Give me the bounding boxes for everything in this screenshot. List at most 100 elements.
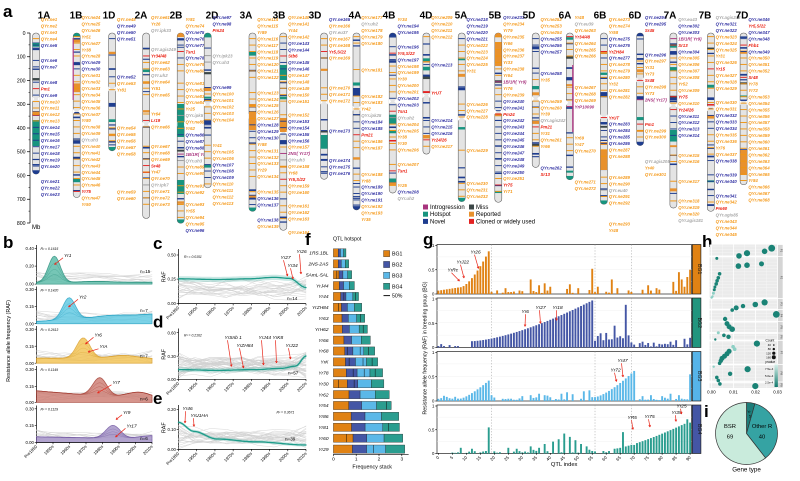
svg-text:QYr.ne286: QYr.ne286: [609, 141, 631, 146]
svg-text:QYr.ne67: QYr.ne67: [151, 144, 170, 149]
svg-text:QYr.ne64: QYr.ne64: [151, 80, 170, 85]
svg-text:5AmL-5AL: 5AmL-5AL: [306, 272, 329, 278]
svg-text:QYr.ne223: QYr.ne223: [467, 49, 489, 54]
svg-text:QYr.ipk23: QYr.ipk23: [213, 53, 234, 58]
svg-text:QYr.ne93: QYr.ne93: [186, 202, 205, 207]
svg-text:QYr.ne175: QYr.ne175: [329, 165, 351, 170]
svg-text:Yr51: Yr51: [151, 86, 161, 91]
svg-text:QYr.ne240: QYr.ne240: [503, 99, 525, 104]
svg-text:Yr26: Yr26: [471, 250, 481, 256]
svg-text:65: 65: [615, 455, 622, 462]
svg-text:QYr.ne135: QYr.ne135: [257, 189, 279, 194]
svg-text:QYr.ne291: QYr.ne291: [609, 194, 631, 199]
svg-text:0.00: 0.00: [168, 377, 177, 382]
svg-text:Yr48: Yr48: [609, 228, 619, 233]
svg-text:1950s: 1950s: [187, 451, 199, 463]
svg-text:Yr62: Yr62: [186, 126, 196, 131]
svg-text:1960s: 1960s: [205, 305, 217, 317]
svg-text:P3: P3: [780, 302, 784, 306]
svg-text:R² = 0.0151: R² = 0.0151: [184, 255, 202, 259]
svg-text:4D: 4D: [420, 11, 433, 22]
svg-text:6A: 6A: [559, 11, 572, 22]
svg-text:1B/1R( Yr9): 1B/1R( Yr9): [186, 152, 210, 157]
svg-text:2D: 2D: [206, 11, 219, 22]
svg-text:QYr.ne356: QYr.ne356: [748, 114, 770, 119]
svg-text:R² = 0.1129: R² = 0.1129: [41, 408, 59, 412]
svg-text:h: h: [702, 232, 712, 251]
svg-text:QYr.ne37: QYr.ne37: [82, 112, 101, 117]
svg-text:7.5e-4: 7.5e-4: [765, 367, 774, 371]
svg-text:QYr.ne217: QYr.ne217: [431, 144, 453, 149]
svg-text:Sr13: Sr13: [678, 43, 688, 48]
svg-text:QYr.ne271: QYr.ne271: [575, 180, 597, 185]
svg-text:2: 2: [378, 457, 381, 463]
svg-text:0.30: 0.30: [168, 354, 177, 359]
svg-text:QYr.ne45: QYr.ne45: [82, 176, 101, 181]
svg-text:2000s: 2000s: [125, 444, 137, 456]
svg-text:QYr.ne40: QYr.ne40: [82, 144, 101, 149]
svg-text:QYr.ne136: QYr.ne136: [257, 196, 279, 201]
svg-text:QYr.ne118: QYr.ne118: [257, 49, 279, 54]
svg-text:Yr68: Yr68: [288, 171, 298, 176]
svg-text:QYr.ne11: QYr.ne11: [41, 106, 60, 111]
svg-text:QYr.ne279: QYr.ne279: [609, 69, 631, 74]
svg-text:QYr.ne20: QYr.ne20: [41, 164, 60, 169]
svg-text:QYr.ne181: QYr.ne181: [361, 67, 383, 72]
svg-text:QYr.ne196: QYr.ne196: [398, 44, 420, 49]
svg-text:QYr.ne278: QYr.ne278: [609, 62, 631, 67]
svg-text:Yr42: Yr42: [361, 107, 371, 112]
svg-text:0.60: 0.60: [168, 330, 177, 335]
svg-text:QYr.uh2: QYr.uh2: [151, 73, 168, 78]
svg-text:QYr.ne231: QYr.ne231: [467, 188, 489, 193]
svg-text:QYr.ne152: QYr.ne152: [288, 113, 310, 118]
svg-text:Yr32: Yr32: [609, 82, 619, 87]
svg-text:Yr39: Yr39: [672, 410, 682, 416]
svg-text:QYr.ne247: QYr.ne247: [503, 150, 525, 155]
svg-text:Frequency stack: Frequency stack: [352, 464, 392, 470]
svg-text:R² = 0.3671: R² = 0.3671: [277, 411, 295, 415]
svg-text:QYr.ne14: QYr.ne14: [41, 125, 60, 130]
svg-text:QYr.ne235: QYr.ne235: [503, 34, 525, 39]
svg-text:Yr31: Yr31: [541, 131, 551, 136]
svg-text:QYr.ne304: QYr.ne304: [678, 49, 700, 54]
svg-text:0.00: 0.00: [26, 400, 35, 405]
svg-text:0.25: 0.25: [168, 277, 177, 282]
svg-text:QYr.ne243: QYr.ne243: [503, 125, 525, 130]
svg-text:Yr25: Yr25: [186, 107, 196, 112]
svg-text:QYr.ne53: QYr.ne53: [117, 81, 136, 86]
svg-text:QYr.ne109: QYr.ne109: [213, 175, 235, 180]
svg-text:QYr.ne89: QYr.ne89: [186, 165, 205, 170]
svg-text:QYr.ipk25: QYr.ipk25: [361, 113, 382, 118]
svg-text:QYr.ne273: QYr.ne273: [609, 17, 631, 22]
svg-text:YrH62: YrH62: [315, 327, 329, 333]
svg-text:QYr.ne340: QYr.ne340: [716, 179, 738, 184]
svg-text:1970s: 1970s: [76, 444, 88, 456]
svg-text:QYr.ne289: QYr.ne289: [609, 175, 631, 180]
svg-text:Yr39: Yr39: [541, 112, 551, 117]
svg-text:QYr.ne43: QYr.ne43: [82, 163, 101, 168]
svg-text:0.30: 0.30: [26, 367, 35, 372]
svg-text:2.5e-4: 2.5e-4: [765, 381, 774, 385]
svg-text:QYr.uh3: QYr.uh3: [213, 60, 230, 65]
svg-text:QYr.ne16: QYr.ne16: [41, 138, 60, 143]
svg-text:QYr.ne115: QYr.ne115: [257, 23, 279, 28]
svg-text:QYr.ne63: QYr.ne63: [151, 67, 170, 72]
svg-text:YrSnb 1: YrSnb 1: [225, 335, 243, 341]
svg-text:Yr81: Yr81: [186, 17, 196, 22]
svg-text:1B/1R( Yr9): 1B/1R( Yr9): [678, 36, 702, 41]
svg-text:1B: 1B: [70, 11, 83, 22]
svg-text:6B: 6B: [594, 11, 607, 22]
svg-text:QYr.ne100: QYr.ne100: [213, 92, 235, 97]
svg-text:QYr.ne54: QYr.ne54: [117, 126, 136, 131]
svg-text:3A: 3A: [240, 11, 253, 22]
svg-text:QYr.ne324: QYr.ne324: [716, 41, 738, 46]
svg-text:Gene type: Gene type: [732, 467, 761, 474]
svg-text:P4: P4: [780, 314, 784, 318]
svg-text:Yr24/26: Yr24/26: [678, 107, 694, 112]
svg-text:Yr15: Yr15: [716, 67, 726, 72]
svg-text:QYr.ne179: QYr.ne179: [361, 34, 383, 39]
svg-text:QYr.ne330: QYr.ne330: [716, 100, 738, 105]
svg-text:0: 0: [432, 292, 435, 297]
svg-text:QYr.ne239: QYr.ne239: [503, 92, 525, 97]
svg-text:QYr.ne88: QYr.ne88: [186, 145, 205, 150]
